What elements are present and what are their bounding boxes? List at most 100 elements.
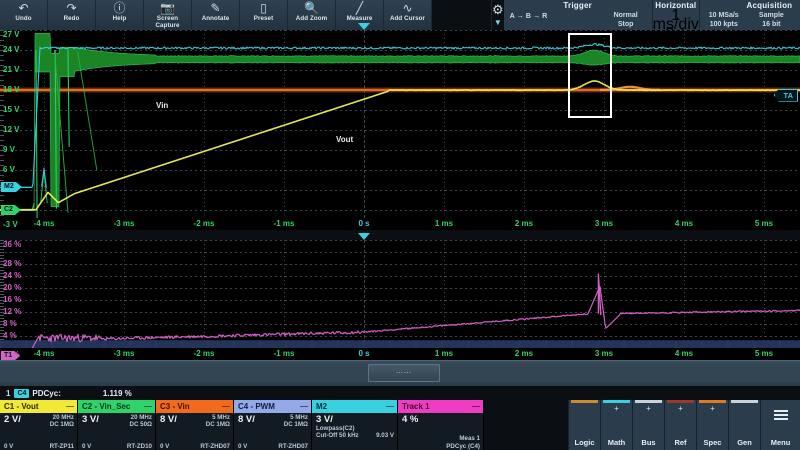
- acquisition-panel[interactable]: Acquisition 10 MSa/s 100 kpts Sample 16 …: [699, 0, 800, 30]
- lower-x-tick-label: -2 ms: [193, 349, 215, 358]
- screen-capture-button[interactable]: 📷 Screen Capture: [144, 0, 192, 30]
- trigger-mode: Normal: [613, 12, 638, 19]
- channel-bar: C1 - Vout — 2 V/ 20 MHz DC 1MΩ 0 V RT-ZP…: [0, 400, 800, 450]
- channel-c4-header[interactable]: C4 - PWM —: [234, 400, 311, 413]
- lower-x-tick-label: -3 ms: [113, 349, 135, 358]
- gear-icon[interactable]: ⚙: [492, 2, 504, 18]
- waveform-label-vin: Vin: [156, 100, 169, 110]
- measurement-index: 1: [6, 388, 11, 398]
- menu-button[interactable]: Menu: [760, 400, 800, 450]
- lower-channel-marker-t1[interactable]: T1: [1, 350, 21, 361]
- magnifier-icon: 🔍: [304, 1, 319, 15]
- channel-track1-header[interactable]: Track 1 —: [398, 400, 483, 413]
- trigger-panel[interactable]: Trigger A → B → R Normal Stop: [503, 0, 653, 30]
- upper-x-tick-label: 3 ms: [594, 219, 614, 228]
- minimize-icon[interactable]: —: [66, 402, 74, 411]
- channel-track1-body: 4 % Meas 1 PDCyc (C4): [398, 413, 483, 450]
- channel-c4-bandwidth: 5 MHz: [290, 414, 308, 421]
- bus-button[interactable]: + Bus: [632, 400, 664, 450]
- undo-button[interactable]: ↶ Undo: [0, 0, 48, 30]
- channel-c2-bandwidth: 20 MHz: [130, 414, 152, 421]
- menu-label: Menu: [770, 438, 791, 447]
- lower-x-tick-label: 2 ms: [514, 349, 534, 358]
- lower-channel-marker-t1-label: T1: [4, 351, 13, 359]
- upper-x-tick-label: -2 ms: [193, 219, 215, 228]
- ref-button[interactable]: + Ref: [664, 400, 696, 450]
- channel-c2-header[interactable]: C2 - Vin_Sec —: [78, 400, 155, 413]
- trigger-title: Trigger: [563, 1, 592, 10]
- lower-x-tick-label: 5 ms: [754, 349, 774, 358]
- minimize-icon[interactable]: —: [144, 402, 152, 411]
- lower-x-tick-label: 3 ms: [594, 349, 614, 358]
- lower-x-tick-label: -4 ms: [33, 349, 55, 358]
- annotate-button[interactable]: ✎ Annotate: [192, 0, 240, 30]
- upper-channel-marker-m2[interactable]: M2: [1, 182, 22, 193]
- logic-button[interactable]: Logic: [568, 400, 600, 450]
- channel-c4[interactable]: C4 - PWM — 8 V/ 5 MHz DC 1MΩ 0 V RT-ZHD0…: [234, 400, 312, 450]
- trigger-sequence: A → B → R: [509, 11, 548, 20]
- channel-c1[interactable]: C1 - Vout — 2 V/ 20 MHz DC 1MΩ 0 V RT-ZP…: [0, 400, 78, 450]
- channel-c2-offset: 0 V: [82, 443, 92, 450]
- channel-c3-header[interactable]: C3 - Vin —: [156, 400, 233, 413]
- help-button[interactable]: ⓘ Help: [96, 0, 144, 30]
- settings-gear-group[interactable]: ⚙ ▼: [492, 0, 504, 30]
- measure-button[interactable]: ╱ Measure: [336, 0, 384, 30]
- channel-c1-probe: RT-ZP11: [49, 443, 74, 450]
- spec-button[interactable]: + Spec: [696, 400, 728, 450]
- trigger-position-marker-bottom[interactable]: [358, 233, 370, 240]
- channel-m2-header[interactable]: M2 —: [312, 400, 397, 413]
- minimize-icon[interactable]: —: [222, 402, 230, 411]
- channel-track1-source: PDCyc (C4): [446, 442, 480, 450]
- gen-color-cap: [731, 400, 758, 403]
- math-button[interactable]: + Math: [600, 400, 632, 450]
- measurement-row[interactable]: 1 C4 PDCyc: 1.119 %: [0, 386, 800, 400]
- measurement-value: 1.119 %: [102, 388, 132, 398]
- measurement-source-badge: C4: [14, 388, 30, 398]
- add-zoom-button[interactable]: 🔍 Add Zoom: [288, 0, 336, 30]
- add-cursor-button[interactable]: ∿ Add Cursor: [384, 0, 432, 30]
- logic-color-cap: [571, 400, 598, 403]
- channel-c3-bandwidth: 5 MHz: [212, 414, 230, 421]
- chevron-down-icon[interactable]: ▼: [493, 17, 502, 27]
- math-plus: +: [614, 404, 619, 413]
- acquisition-mode: Sample: [758, 12, 784, 19]
- upper-channel-marker-c2[interactable]: C2: [1, 205, 21, 215]
- channel-c3[interactable]: C3 - Vin — 8 V/ 5 MHz DC 1MΩ 0 V RT-ZHD0…: [156, 400, 234, 450]
- ruler-icon: ╱: [355, 1, 364, 15]
- horizontal-scroll-zone: ⋯⋯: [0, 360, 800, 386]
- trigger-position-marker-top[interactable]: [358, 23, 370, 30]
- spec-color-cap: [699, 400, 726, 403]
- channel-c3-label: C3 - Vin: [160, 402, 190, 411]
- trigger-level-marker-ta[interactable]: TA: [773, 88, 798, 102]
- preset-button[interactable]: ▯ Preset: [240, 0, 288, 30]
- gen-button[interactable]: Gen: [728, 400, 760, 450]
- channel-m2-label: M2: [316, 402, 328, 411]
- upper-diagram[interactable]: [0, 30, 800, 230]
- bus-plus: +: [646, 404, 651, 413]
- horizontal-title: Horizontal: [655, 1, 697, 10]
- lower-x-tick-label: 0 s: [358, 349, 370, 358]
- ref-color-cap: [667, 400, 694, 403]
- redo-button[interactable]: ↷ Redo: [48, 0, 96, 30]
- channel-track1-scale: 4 %: [402, 414, 419, 425]
- channel-c1-header[interactable]: C1 - Vout —: [0, 400, 77, 413]
- channel-track1[interactable]: Track 1 — 4 % Meas 1 PDCyc (C4): [398, 400, 484, 450]
- channel-m2[interactable]: M2 — 3 V/ Lowpass(C2) Cut-Off 50 kHz 9.0…: [312, 400, 398, 450]
- channel-c2[interactable]: C2 - Vin_Sec — 3 V/ 20 MHz DC 50Ω 0 V RT…: [78, 400, 156, 450]
- channel-c2-scale: 3 V/: [82, 414, 99, 425]
- minimize-icon[interactable]: —: [300, 402, 308, 411]
- channel-c3-coupling: DC 1MΩ: [205, 421, 230, 429]
- channel-c3-offset: 0 V: [160, 443, 170, 450]
- lower-diagram[interactable]: [0, 240, 800, 360]
- scrollbar-thumb[interactable]: ⋯⋯: [368, 364, 440, 382]
- upper-x-tick-label: 4 ms: [674, 219, 694, 228]
- upper-x-tick-label: 1 ms: [434, 219, 454, 228]
- minimize-icon[interactable]: —: [386, 402, 394, 411]
- marker-arrow-icon: [14, 350, 21, 361]
- lower-time-axis: [0, 348, 800, 360]
- minimize-icon[interactable]: —: [472, 402, 480, 411]
- acquisition-title: Acquisition: [746, 1, 793, 10]
- horizontal-panel[interactable]: Horizontal 1 ms/div 0 s: [652, 0, 700, 42]
- channel-bar-filler: [484, 400, 568, 450]
